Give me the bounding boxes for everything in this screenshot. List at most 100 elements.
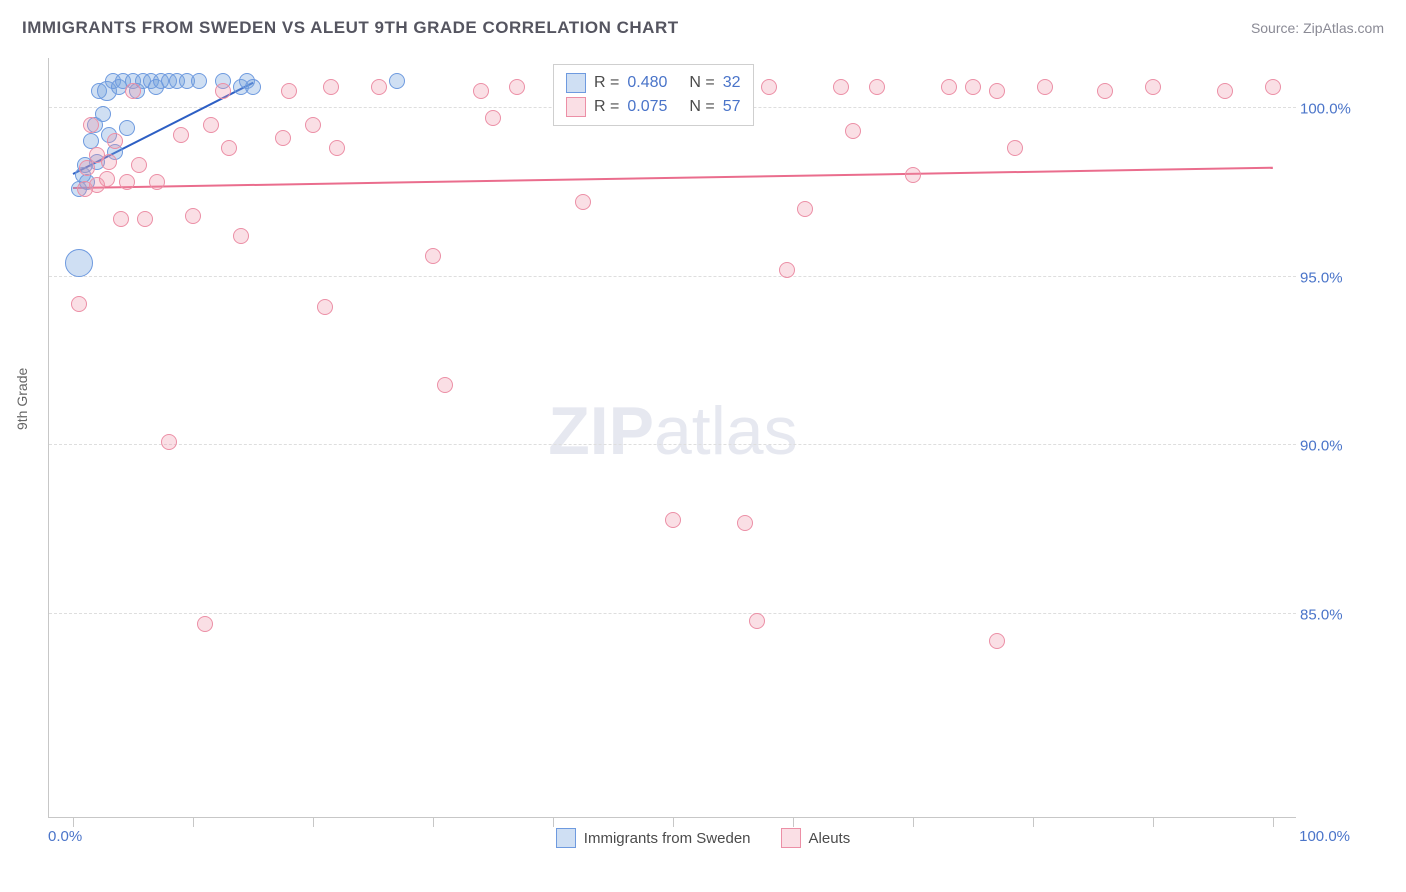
x-tick: [433, 817, 434, 827]
data-point-aleuts: [485, 110, 501, 126]
data-point-aleuts: [305, 117, 321, 133]
data-point-aleuts: [329, 140, 345, 156]
title-bar: IMMIGRANTS FROM SWEDEN VS ALEUT 9TH GRAD…: [22, 18, 1384, 38]
data-point-aleuts: [509, 79, 525, 95]
swatch-aleuts: [781, 828, 801, 848]
data-point-sweden: [191, 73, 207, 89]
data-point-aleuts: [905, 167, 921, 183]
data-point-aleuts: [71, 296, 87, 312]
swatch-sweden: [556, 828, 576, 848]
x-tick: [913, 817, 914, 827]
data-point-aleuts: [1007, 140, 1023, 156]
data-point-aleuts: [173, 127, 189, 143]
data-point-aleuts: [137, 211, 153, 227]
stats-row-sweden: R = 0.480 N = 32: [566, 71, 741, 95]
data-point-aleuts: [869, 79, 885, 95]
chart-title: IMMIGRANTS FROM SWEDEN VS ALEUT 9TH GRAD…: [22, 18, 679, 38]
x-tick: [793, 817, 794, 827]
trend-line-aleuts: [73, 166, 1273, 188]
data-point-aleuts: [79, 160, 95, 176]
data-point-aleuts: [1037, 79, 1053, 95]
stats-row-aleuts: R = 0.075 N = 57: [566, 95, 741, 119]
data-point-aleuts: [203, 117, 219, 133]
data-point-aleuts: [161, 434, 177, 450]
gridline: [49, 613, 1296, 614]
stat-r-label: R =: [594, 95, 619, 119]
data-point-aleuts: [113, 211, 129, 227]
data-point-sweden: [389, 73, 405, 89]
data-point-aleuts: [797, 201, 813, 217]
y-tick-label: 100.0%: [1300, 100, 1351, 117]
data-point-aleuts: [281, 83, 297, 99]
x-tick: [553, 817, 554, 827]
data-point-aleuts: [989, 633, 1005, 649]
data-point-aleuts: [425, 248, 441, 264]
y-axis-label: 9th Grade: [14, 368, 30, 430]
data-point-aleuts: [149, 174, 165, 190]
data-point-sweden: [119, 120, 135, 136]
data-point-aleuts: [965, 79, 981, 95]
stats-swatch: [566, 73, 586, 93]
y-tick-label: 90.0%: [1300, 438, 1343, 455]
gridline: [49, 276, 1296, 277]
scatter-plot: ZIPatlas R = 0.480 N = 32 R = 0.075 N = 57: [48, 58, 1296, 818]
x-tick: [673, 817, 674, 827]
data-point-aleuts: [845, 123, 861, 139]
data-point-sweden: [65, 249, 93, 277]
stat-n-label: N =: [689, 71, 714, 95]
data-point-aleuts: [197, 616, 213, 632]
y-tick-label: 95.0%: [1300, 269, 1343, 286]
data-point-aleuts: [941, 79, 957, 95]
data-point-aleuts: [83, 117, 99, 133]
stats-swatch: [566, 97, 586, 117]
stat-n-value: 57: [723, 95, 741, 119]
legend-item-sweden: Immigrants from Sweden: [556, 828, 751, 848]
legend-item-aleuts: Aleuts: [781, 828, 851, 848]
x-tick: [193, 817, 194, 827]
data-point-aleuts: [185, 208, 201, 224]
gridline: [49, 444, 1296, 445]
x-tick: [1033, 817, 1034, 827]
stats-legend: R = 0.480 N = 32 R = 0.075 N = 57: [553, 64, 754, 126]
data-point-aleuts: [323, 79, 339, 95]
data-point-aleuts: [131, 157, 147, 173]
data-point-aleuts: [1217, 83, 1233, 99]
bottom-legend: Immigrants from Sweden Aleuts: [0, 828, 1406, 848]
data-point-aleuts: [371, 79, 387, 95]
data-point-aleuts: [437, 377, 453, 393]
x-tick: [313, 817, 314, 827]
data-point-aleuts: [761, 79, 777, 95]
data-point-aleuts: [473, 83, 489, 99]
legend-label-sweden: Immigrants from Sweden: [584, 830, 751, 847]
stat-r-value: 0.075: [627, 95, 667, 119]
data-point-aleuts: [107, 133, 123, 149]
data-point-aleuts: [215, 83, 231, 99]
stat-n-value: 32: [723, 71, 741, 95]
data-point-aleuts: [233, 228, 249, 244]
stat-r-label: R =: [594, 71, 619, 95]
data-point-aleuts: [119, 174, 135, 190]
data-point-aleuts: [275, 130, 291, 146]
data-point-aleuts: [125, 83, 141, 99]
stat-r-value: 0.480: [627, 71, 667, 95]
data-point-aleuts: [989, 83, 1005, 99]
x-tick: [1153, 817, 1154, 827]
data-point-aleuts: [221, 140, 237, 156]
data-point-sweden: [245, 79, 261, 95]
data-point-aleuts: [317, 299, 333, 315]
stat-n-label: N =: [689, 95, 714, 119]
data-point-aleuts: [665, 512, 681, 528]
data-point-aleuts: [737, 515, 753, 531]
data-point-aleuts: [1145, 79, 1161, 95]
x-tick: [1273, 817, 1274, 827]
data-point-aleuts: [101, 154, 117, 170]
data-point-aleuts: [575, 194, 591, 210]
x-tick: [73, 817, 74, 827]
data-point-aleuts: [779, 262, 795, 278]
y-tick-label: 85.0%: [1300, 607, 1343, 624]
data-point-aleuts: [1097, 83, 1113, 99]
data-point-aleuts: [99, 171, 115, 187]
data-point-aleuts: [833, 79, 849, 95]
watermark: ZIPatlas: [548, 392, 797, 470]
legend-label-aleuts: Aleuts: [809, 830, 851, 847]
